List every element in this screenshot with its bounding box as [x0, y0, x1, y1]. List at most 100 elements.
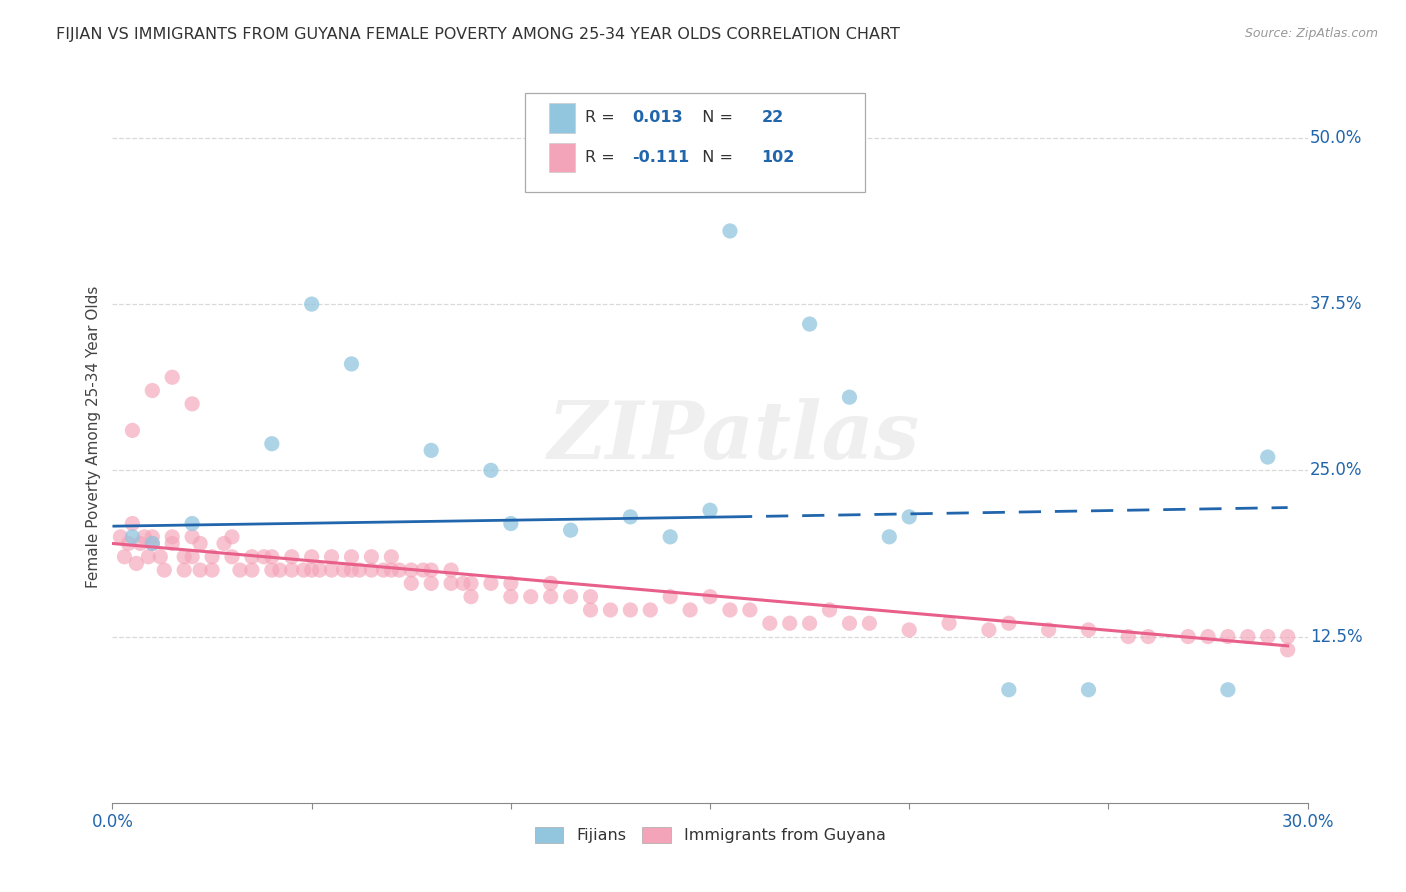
- Immigrants from Guyana: [1118, 630, 1140, 644]
- Fijians: [560, 523, 582, 537]
- Immigrants from Guyana: [759, 616, 782, 631]
- Immigrants from Guyana: [340, 549, 363, 564]
- Immigrants from Guyana: [141, 536, 163, 550]
- Immigrants from Guyana: [340, 563, 363, 577]
- Immigrants from Guyana: [998, 616, 1021, 631]
- Fijians: [699, 503, 721, 517]
- Immigrants from Guyana: [1257, 630, 1279, 644]
- Fijians: [420, 443, 443, 458]
- Bar: [548, 143, 575, 172]
- Fijians: [998, 682, 1021, 697]
- Fijians: [301, 297, 323, 311]
- Immigrants from Guyana: [121, 424, 143, 438]
- Immigrants from Guyana: [799, 616, 821, 631]
- Legend: Fijians, Immigrants from Guyana: Fijians, Immigrants from Guyana: [529, 821, 891, 850]
- Text: 37.5%: 37.5%: [1310, 295, 1362, 313]
- Immigrants from Guyana: [181, 397, 204, 411]
- Immigrants from Guyana: [738, 603, 761, 617]
- Fijians: [718, 224, 741, 238]
- Immigrants from Guyana: [938, 616, 960, 631]
- Immigrants from Guyana: [373, 563, 395, 577]
- Immigrants from Guyana: [640, 603, 662, 617]
- Immigrants from Guyana: [659, 590, 682, 604]
- Fijians: [1077, 682, 1099, 697]
- Bar: [548, 103, 575, 133]
- Immigrants from Guyana: [1277, 643, 1299, 657]
- Fijians: [499, 516, 522, 531]
- Immigrants from Guyana: [540, 590, 562, 604]
- Immigrants from Guyana: [201, 549, 224, 564]
- Immigrants from Guyana: [114, 549, 135, 564]
- Immigrants from Guyana: [1237, 630, 1260, 644]
- Fijians: [141, 536, 163, 550]
- Immigrants from Guyana: [388, 563, 411, 577]
- Immigrants from Guyana: [281, 563, 304, 577]
- Immigrants from Guyana: [134, 530, 156, 544]
- Text: 22: 22: [762, 111, 783, 126]
- Immigrants from Guyana: [818, 603, 841, 617]
- Immigrants from Guyana: [579, 590, 602, 604]
- Immigrants from Guyana: [162, 536, 183, 550]
- Fijians: [340, 357, 363, 371]
- Immigrants from Guyana: [499, 590, 522, 604]
- Fijians: [659, 530, 682, 544]
- Immigrants from Guyana: [292, 563, 315, 577]
- Immigrants from Guyana: [125, 557, 148, 571]
- Immigrants from Guyana: [221, 549, 243, 564]
- Y-axis label: Female Poverty Among 25-34 Year Olds: Female Poverty Among 25-34 Year Olds: [86, 286, 101, 588]
- Text: Source: ZipAtlas.com: Source: ZipAtlas.com: [1244, 27, 1378, 40]
- Immigrants from Guyana: [321, 563, 343, 577]
- Immigrants from Guyana: [420, 576, 443, 591]
- Immigrants from Guyana: [412, 563, 434, 577]
- Immigrants from Guyana: [260, 549, 283, 564]
- Immigrants from Guyana: [173, 563, 195, 577]
- Immigrants from Guyana: [188, 536, 211, 550]
- Text: -0.111: -0.111: [633, 150, 689, 165]
- Text: 25.0%: 25.0%: [1310, 461, 1362, 479]
- Immigrants from Guyana: [977, 623, 1000, 637]
- Immigrants from Guyana: [117, 536, 139, 550]
- Fijians: [799, 317, 821, 331]
- Immigrants from Guyana: [599, 603, 621, 617]
- Immigrants from Guyana: [301, 549, 323, 564]
- Text: N =: N =: [692, 111, 738, 126]
- Immigrants from Guyana: [240, 563, 263, 577]
- Immigrants from Guyana: [1038, 623, 1060, 637]
- Immigrants from Guyana: [579, 603, 602, 617]
- Immigrants from Guyana: [520, 590, 543, 604]
- Immigrants from Guyana: [619, 603, 641, 617]
- Immigrants from Guyana: [699, 590, 721, 604]
- Text: N =: N =: [692, 150, 738, 165]
- Immigrants from Guyana: [110, 530, 132, 544]
- Immigrants from Guyana: [401, 563, 423, 577]
- Immigrants from Guyana: [188, 563, 211, 577]
- Immigrants from Guyana: [269, 563, 291, 577]
- Immigrants from Guyana: [162, 530, 183, 544]
- Immigrants from Guyana: [141, 384, 163, 398]
- Immigrants from Guyana: [321, 549, 343, 564]
- Immigrants from Guyana: [141, 530, 163, 544]
- Immigrants from Guyana: [221, 530, 243, 544]
- Text: 102: 102: [762, 150, 794, 165]
- FancyBboxPatch shape: [524, 94, 866, 192]
- Text: 12.5%: 12.5%: [1310, 628, 1362, 646]
- Immigrants from Guyana: [149, 549, 172, 564]
- Immigrants from Guyana: [460, 576, 482, 591]
- Fijians: [879, 530, 901, 544]
- Text: R =: R =: [585, 111, 620, 126]
- Immigrants from Guyana: [332, 563, 354, 577]
- Immigrants from Guyana: [1137, 630, 1160, 644]
- Immigrants from Guyana: [308, 563, 330, 577]
- Immigrants from Guyana: [440, 563, 463, 577]
- Immigrants from Guyana: [1197, 630, 1219, 644]
- Immigrants from Guyana: [679, 603, 702, 617]
- Immigrants from Guyana: [121, 516, 143, 531]
- Immigrants from Guyana: [229, 563, 252, 577]
- Immigrants from Guyana: [1216, 630, 1239, 644]
- Fijians: [181, 516, 204, 531]
- Immigrants from Guyana: [162, 370, 183, 384]
- Text: 0.013: 0.013: [633, 111, 683, 126]
- Immigrants from Guyana: [201, 563, 224, 577]
- Fijians: [838, 390, 860, 404]
- Text: FIJIAN VS IMMIGRANTS FROM GUYANA FEMALE POVERTY AMONG 25-34 YEAR OLDS CORRELATIO: FIJIAN VS IMMIGRANTS FROM GUYANA FEMALE …: [56, 27, 900, 42]
